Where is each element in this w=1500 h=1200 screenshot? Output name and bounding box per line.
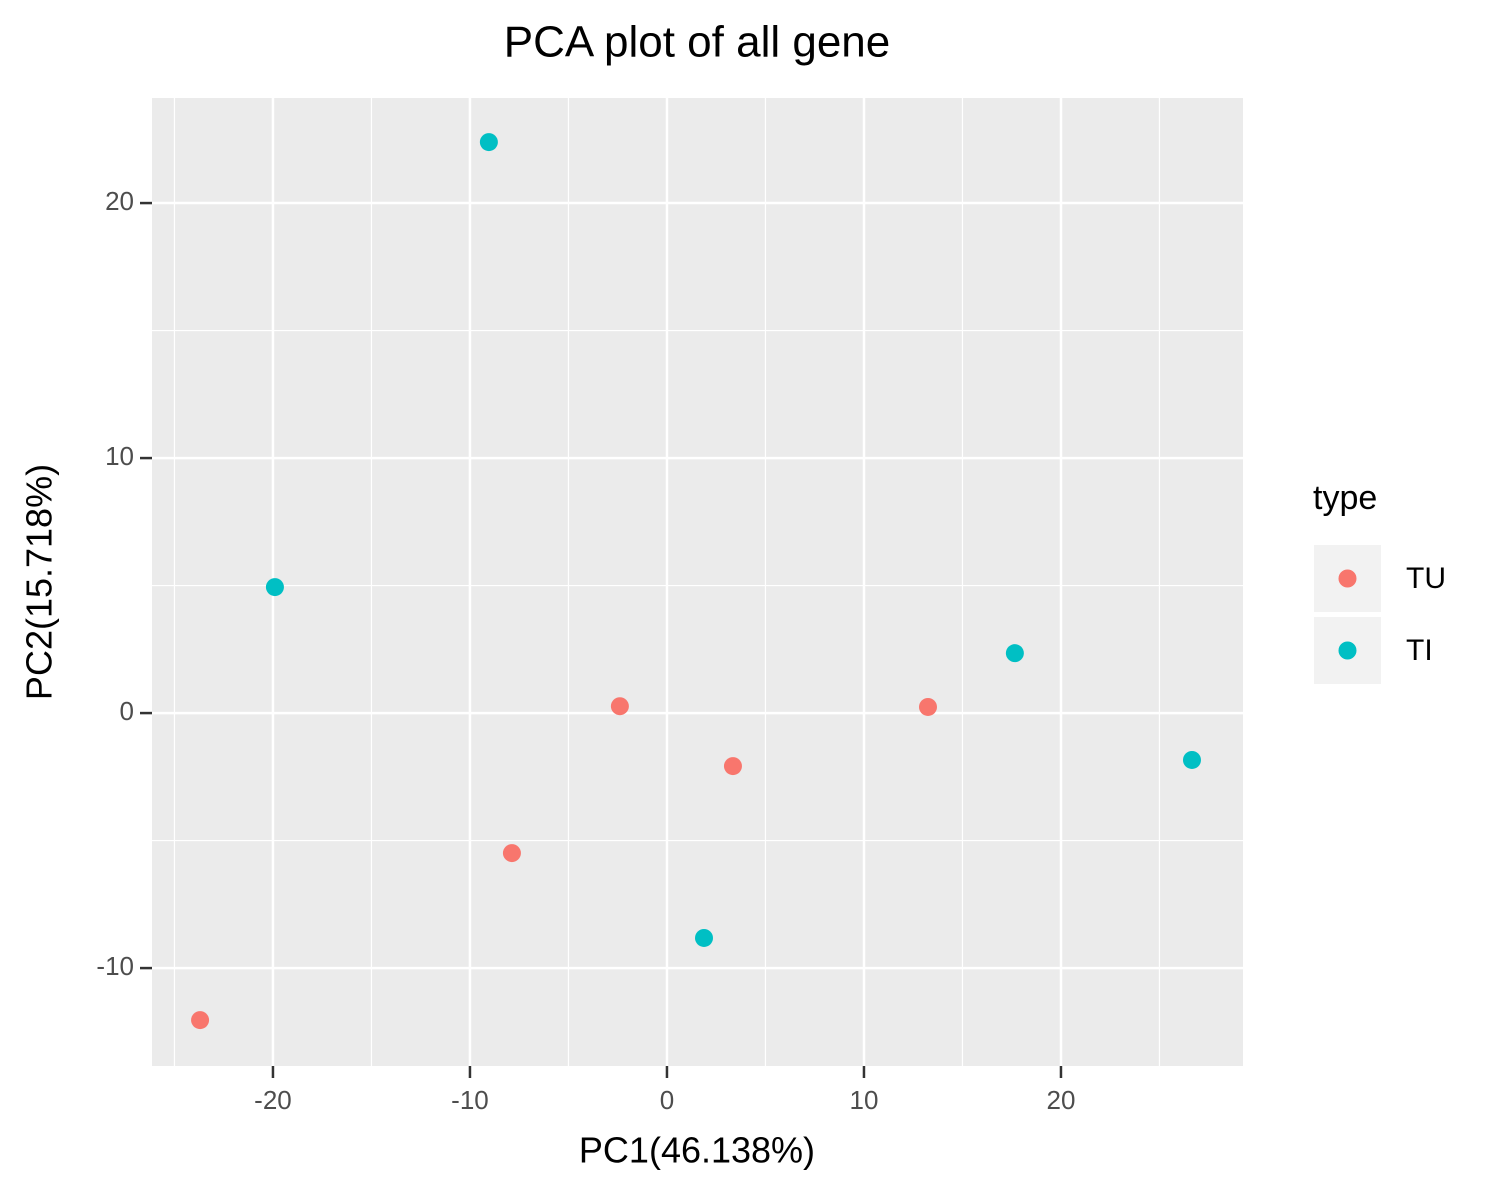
chart-title: PCA plot of all gene (504, 18, 890, 67)
x-tick-label: 20 (1047, 1085, 1076, 1115)
point (479, 133, 498, 152)
x-tick-label: 10 (850, 1085, 879, 1115)
legend-symbol (1338, 569, 1357, 588)
point (502, 844, 521, 863)
x-tick-label: -20 (254, 1085, 292, 1115)
points (191, 133, 1201, 1030)
point (918, 697, 937, 716)
legend-label: TI (1406, 634, 1433, 667)
x-tick-label: 0 (660, 1085, 674, 1115)
legend-symbol (1338, 641, 1357, 660)
point (723, 757, 742, 776)
y-tick-label: 20 (105, 186, 134, 216)
legend-title: type (1313, 479, 1377, 517)
point (610, 697, 629, 716)
legend-label: TU (1406, 562, 1446, 595)
y-axis-label: PC2(15.718%) (19, 464, 60, 700)
x-axis-label: PC1(46.138%) (579, 1130, 815, 1171)
point (191, 1011, 210, 1030)
point (695, 928, 714, 947)
grid (152, 98, 1243, 1066)
y-tick-label: 0 (120, 696, 134, 726)
plot-panel (152, 98, 1243, 1066)
legend: TU TI (1314, 545, 1446, 684)
y-tick-label: 10 (105, 441, 134, 471)
point (1182, 750, 1201, 769)
y-tick-label: -10 (96, 951, 134, 981)
point (1005, 644, 1024, 663)
point (265, 578, 284, 597)
x-tick-label: -10 (451, 1085, 489, 1115)
